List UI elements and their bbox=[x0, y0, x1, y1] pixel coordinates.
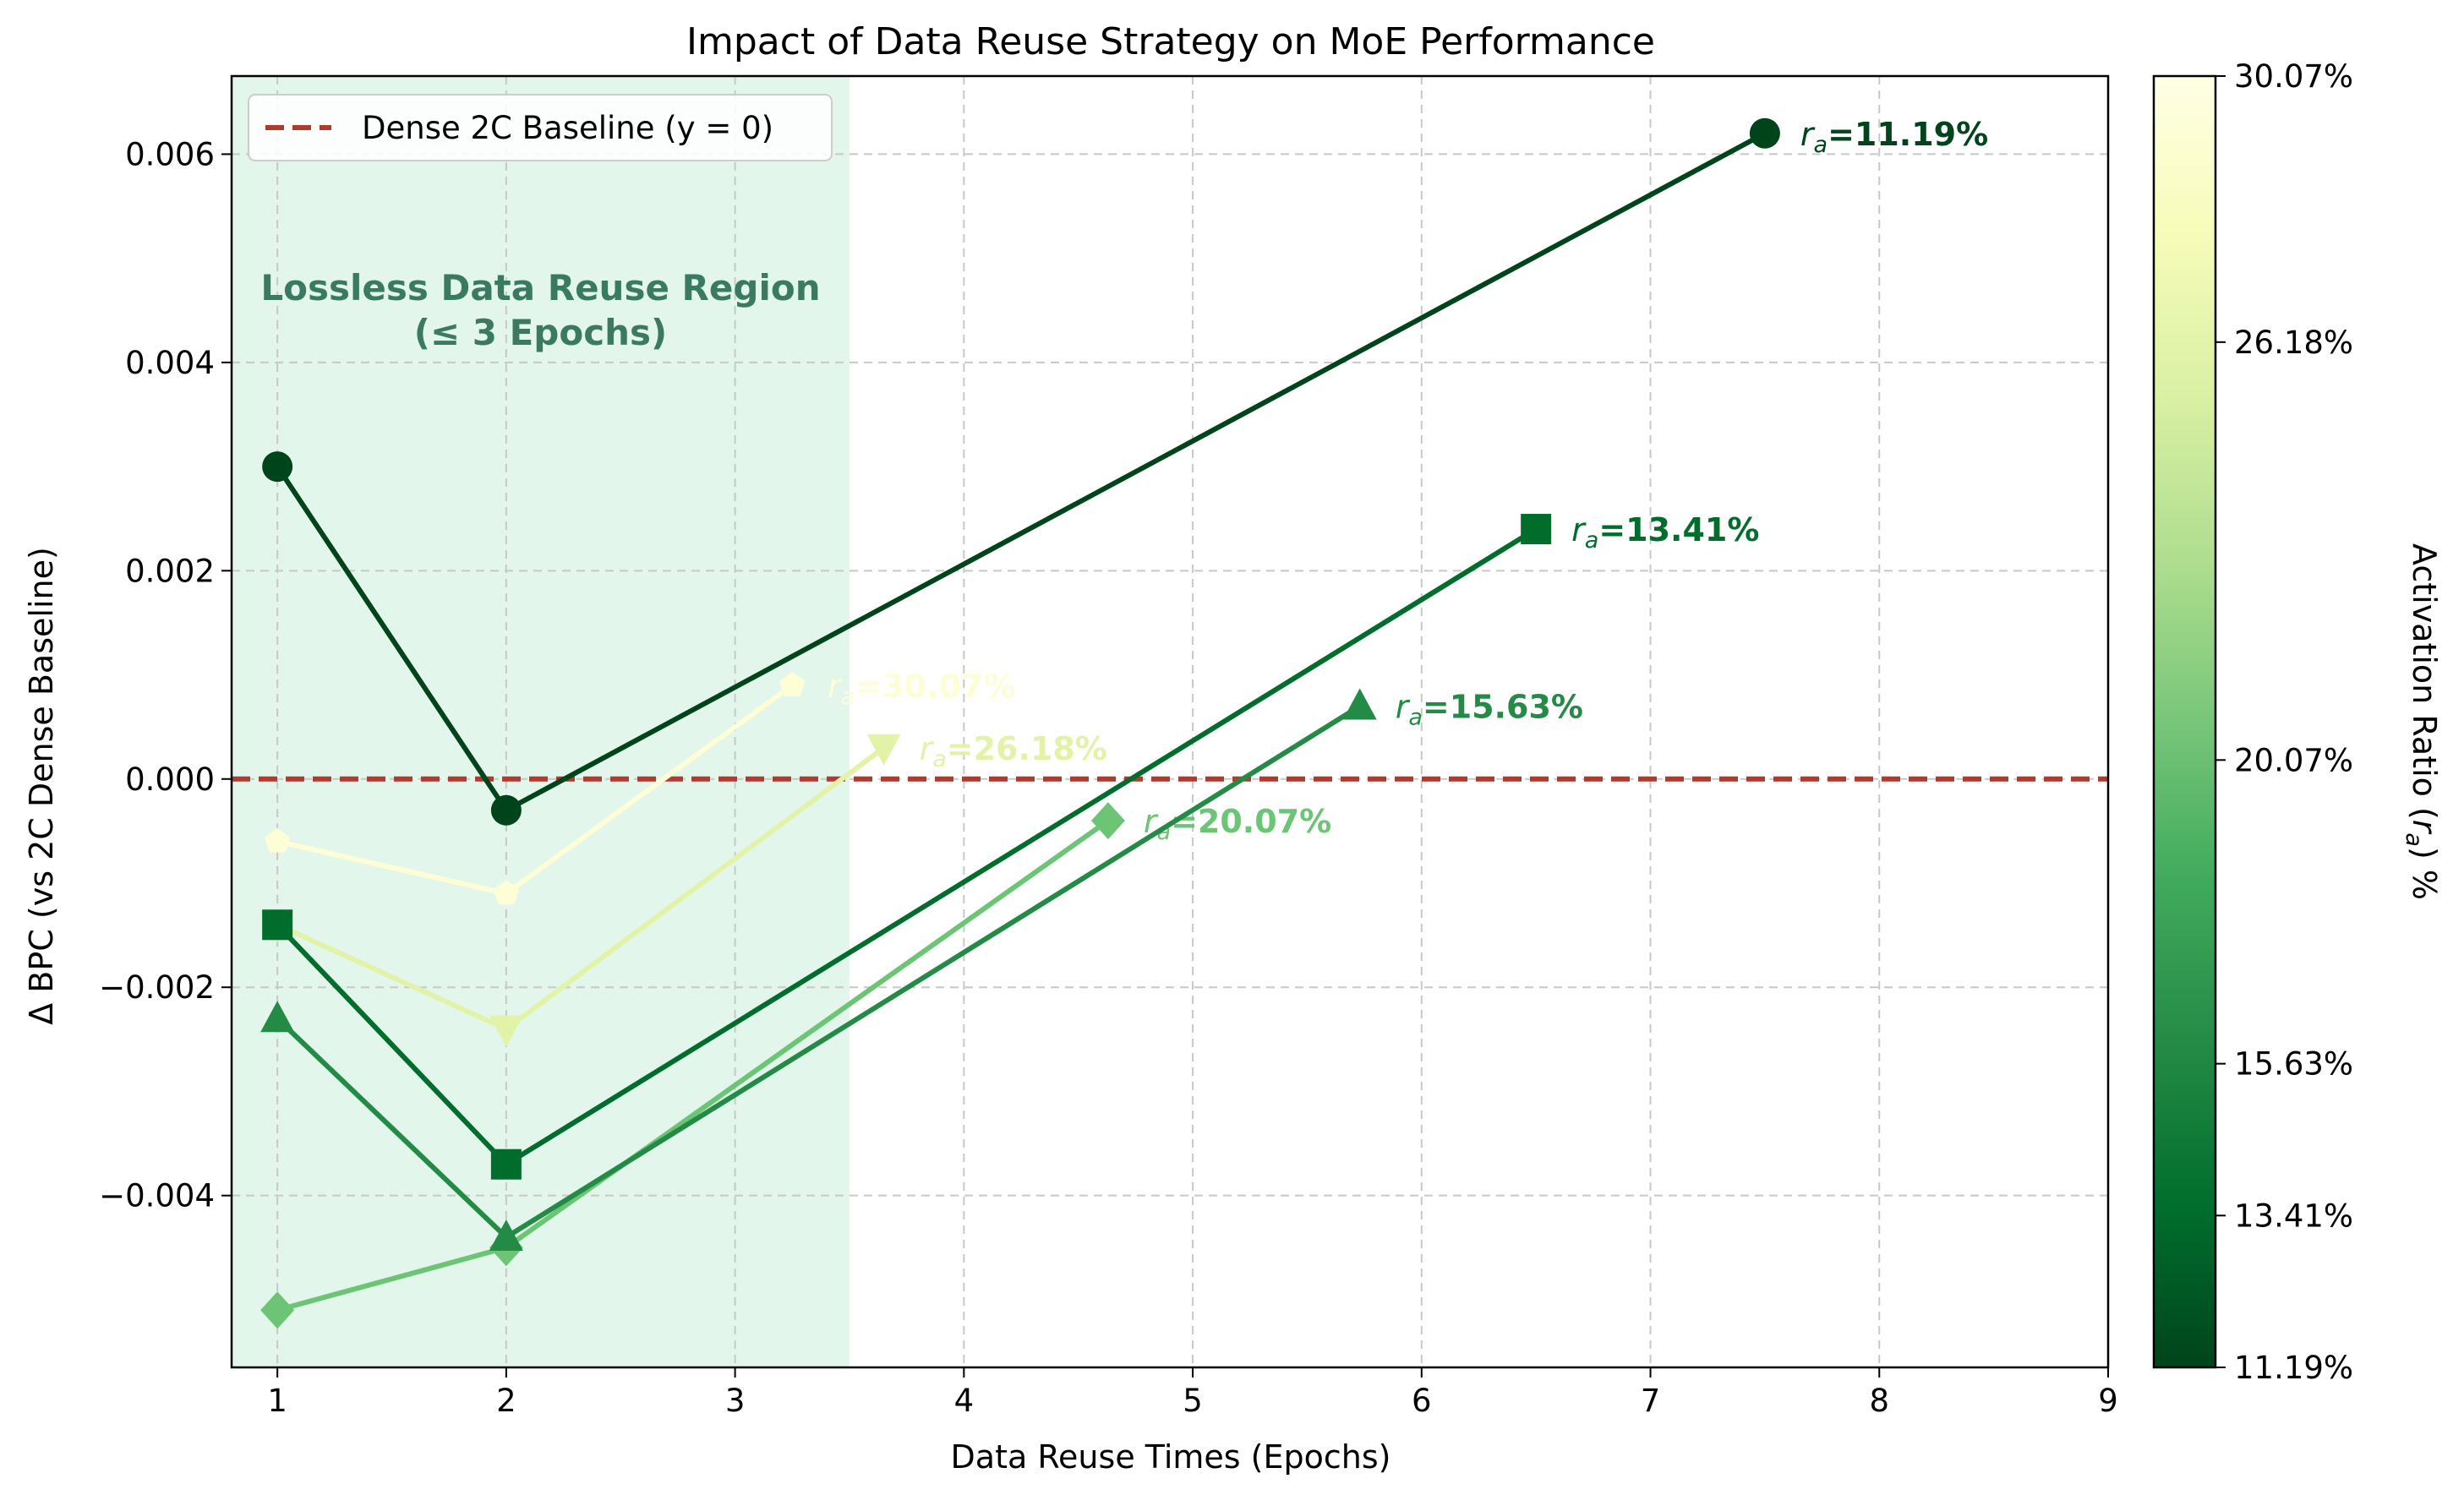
marker-pentagon bbox=[779, 671, 806, 696]
colorbar-tick-label: 11.19% bbox=[2234, 1350, 2353, 1386]
chart-title: Impact of Data Reuse Strategy on MoE Per… bbox=[686, 20, 1655, 63]
y-tick-label: 0.000 bbox=[125, 761, 215, 798]
series-label: ra=13.41% bbox=[1571, 511, 1759, 554]
colorbar-tick-label: 26.18% bbox=[2234, 325, 2353, 361]
colorbar-tick-label: 30.07% bbox=[2234, 58, 2353, 95]
y-axis-label: Δ BPC (vs 2C Dense Baseline) bbox=[23, 547, 60, 1025]
legend-label: Dense 2C Baseline (y = 0) bbox=[362, 110, 773, 146]
legend-box bbox=[248, 94, 833, 161]
marker-triangle-up bbox=[1342, 688, 1377, 720]
x-tick-label: 3 bbox=[725, 1383, 746, 1419]
marker-square bbox=[262, 909, 293, 941]
series-1563 bbox=[260, 688, 1377, 1251]
series-label: ra=15.63% bbox=[1396, 689, 1583, 731]
marker-square bbox=[1521, 514, 1552, 545]
marker-circle bbox=[1749, 117, 1780, 149]
series-3007 bbox=[264, 671, 806, 905]
marker-triangle-up bbox=[260, 1001, 295, 1033]
marker-pentagon bbox=[264, 827, 291, 853]
plot-frame bbox=[230, 74, 2110, 1369]
x-tick-label: 8 bbox=[1869, 1383, 1889, 1419]
marker-square bbox=[490, 1149, 522, 1180]
marker-triangle-down bbox=[489, 1015, 523, 1047]
region-label: Lossless Data Reuse Region bbox=[260, 267, 820, 308]
series-label: ra=11.19% bbox=[1800, 116, 1988, 158]
series-label: ra=26.18% bbox=[920, 730, 1107, 772]
colorbar-label: Activation Ratio (ra) % bbox=[2401, 543, 2443, 900]
x-tick-label: 1 bbox=[267, 1383, 287, 1419]
colorbar-tick-label: 15.63% bbox=[2234, 1046, 2353, 1083]
y-tick-label: −0.004 bbox=[99, 1178, 215, 1214]
x-tick-label: 9 bbox=[2098, 1383, 2118, 1419]
marker-diamond bbox=[1090, 802, 1125, 840]
colorbar-gradient bbox=[2152, 74, 2217, 1369]
y-tick-label: 0.006 bbox=[125, 136, 215, 172]
colorbar-tick-label: 20.07% bbox=[2234, 742, 2353, 778]
series-1119 bbox=[262, 117, 1780, 826]
colorbar-tick-label: 13.41% bbox=[2234, 1198, 2353, 1234]
x-tick-label: 4 bbox=[954, 1383, 975, 1419]
y-tick-label: 0.004 bbox=[125, 345, 215, 381]
x-tick-label: 7 bbox=[1641, 1383, 1661, 1419]
marker-triangle-down bbox=[866, 734, 901, 766]
series-label: ra=30.07% bbox=[828, 668, 1015, 710]
legend: Dense 2C Baseline (y = 0) bbox=[248, 94, 833, 161]
plot-area: 1 2 3 4 5 6 7 8 9 −0.004 −0.002 0.000 0.002 0.004 0.00… bbox=[99, 74, 2118, 1419]
series-1341 bbox=[262, 514, 1552, 1180]
y-tick-label: 0.002 bbox=[125, 553, 215, 589]
x-axis-label: Data Reuse Times (Epochs) bbox=[951, 1438, 1391, 1476]
marker-circle bbox=[262, 451, 293, 483]
marker-diamond bbox=[260, 1291, 295, 1329]
region-sublabel: (≤ 3 Epochs) bbox=[414, 312, 667, 353]
x-tick-label: 2 bbox=[496, 1383, 516, 1419]
marker-pentagon bbox=[493, 880, 520, 905]
x-tick-label: 6 bbox=[1412, 1383, 1432, 1419]
colorbar: 30.07% 26.18% 20.07% 15.63% 13.41% 11.19% Acti… bbox=[2152, 58, 2443, 1386]
y-tick-label: −0.002 bbox=[99, 969, 215, 1006]
x-tick-label: 5 bbox=[1183, 1383, 1203, 1419]
marker-triangle-up bbox=[489, 1219, 523, 1251]
marker-circle bbox=[490, 794, 522, 826]
